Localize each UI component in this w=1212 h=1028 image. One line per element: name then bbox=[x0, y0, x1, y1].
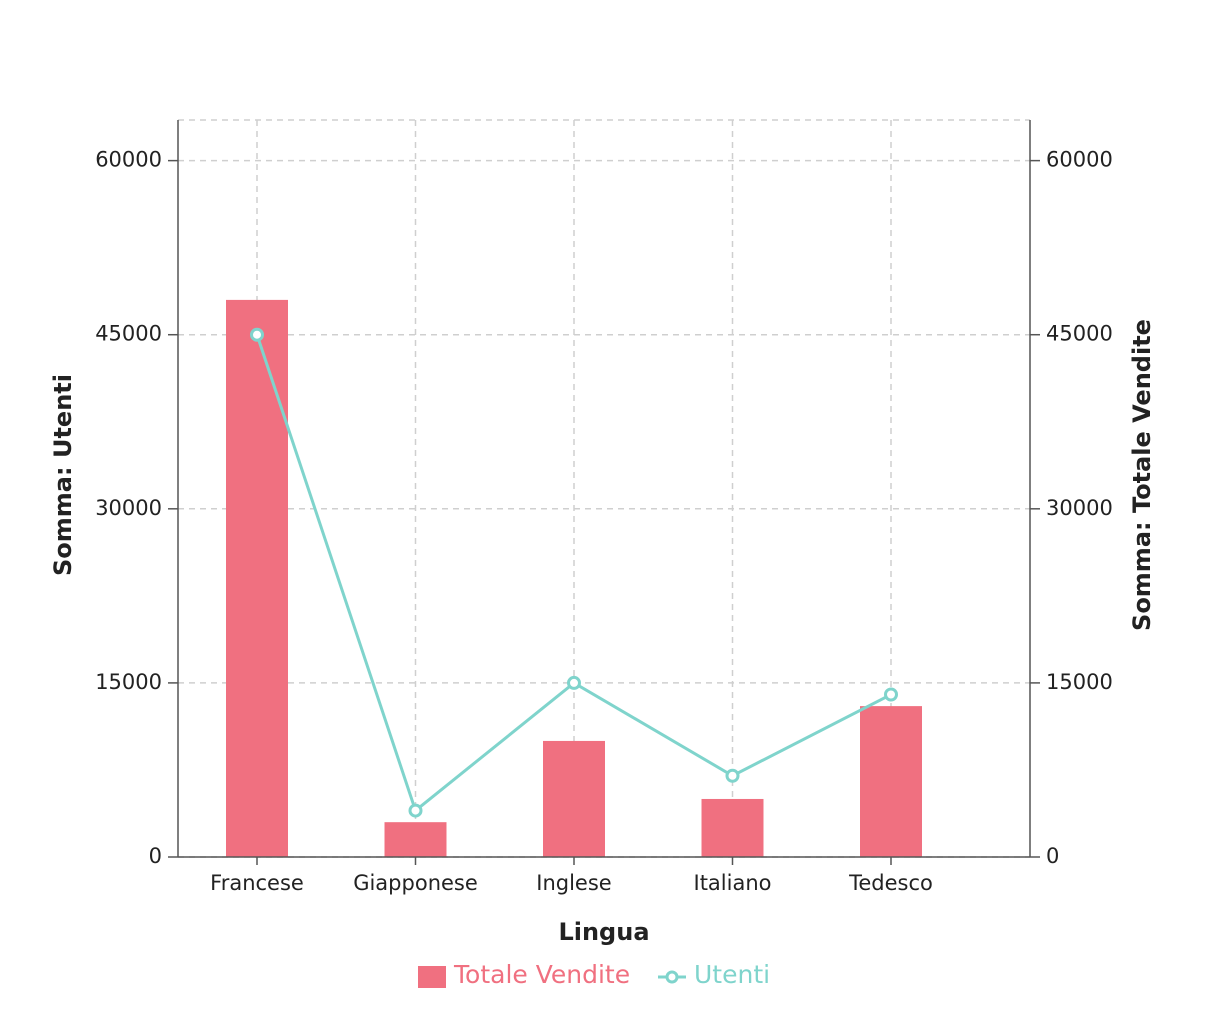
x-tick-label: Inglese bbox=[536, 871, 611, 895]
x-tick-label: Giapponese bbox=[353, 871, 478, 895]
y-tick-label: 15000 bbox=[95, 670, 162, 694]
y2-tick-label: 60000 bbox=[1046, 148, 1113, 172]
y-tick-label: 30000 bbox=[95, 496, 162, 520]
x-tick-label: Italiano bbox=[694, 871, 772, 895]
legend-swatch bbox=[665, 970, 679, 984]
bar bbox=[543, 740, 605, 857]
x-tick-label: Francese bbox=[210, 871, 304, 895]
y2-tick-label: 30000 bbox=[1046, 496, 1113, 520]
legend-swatch bbox=[418, 966, 446, 988]
x-axis-title: Lingua bbox=[558, 918, 649, 946]
point bbox=[408, 803, 423, 818]
x-tick-label: Tedesco bbox=[848, 871, 933, 895]
bar bbox=[384, 822, 447, 857]
point bbox=[250, 327, 264, 342]
bar bbox=[701, 798, 764, 857]
point bbox=[884, 687, 898, 702]
point bbox=[725, 768, 740, 783]
point bbox=[567, 675, 581, 690]
y-tick-label: 60000 bbox=[95, 148, 162, 172]
y-tick-label: 45000 bbox=[95, 322, 162, 346]
bar bbox=[226, 299, 288, 857]
y2-tick-label: 15000 bbox=[1046, 670, 1113, 694]
bar bbox=[860, 706, 922, 857]
legend-label: Utenti bbox=[694, 960, 770, 989]
y2-axis-title: Somma: Totale Vendite bbox=[1128, 319, 1156, 631]
y2-tick-label: 45000 bbox=[1046, 322, 1113, 346]
y2-tick-label: 0 bbox=[1046, 844, 1059, 868]
y-tick-label: 0 bbox=[149, 844, 162, 868]
legend-label: Totale Vendite bbox=[453, 960, 630, 989]
y-axis-title: Somma: Utenti bbox=[49, 374, 77, 576]
